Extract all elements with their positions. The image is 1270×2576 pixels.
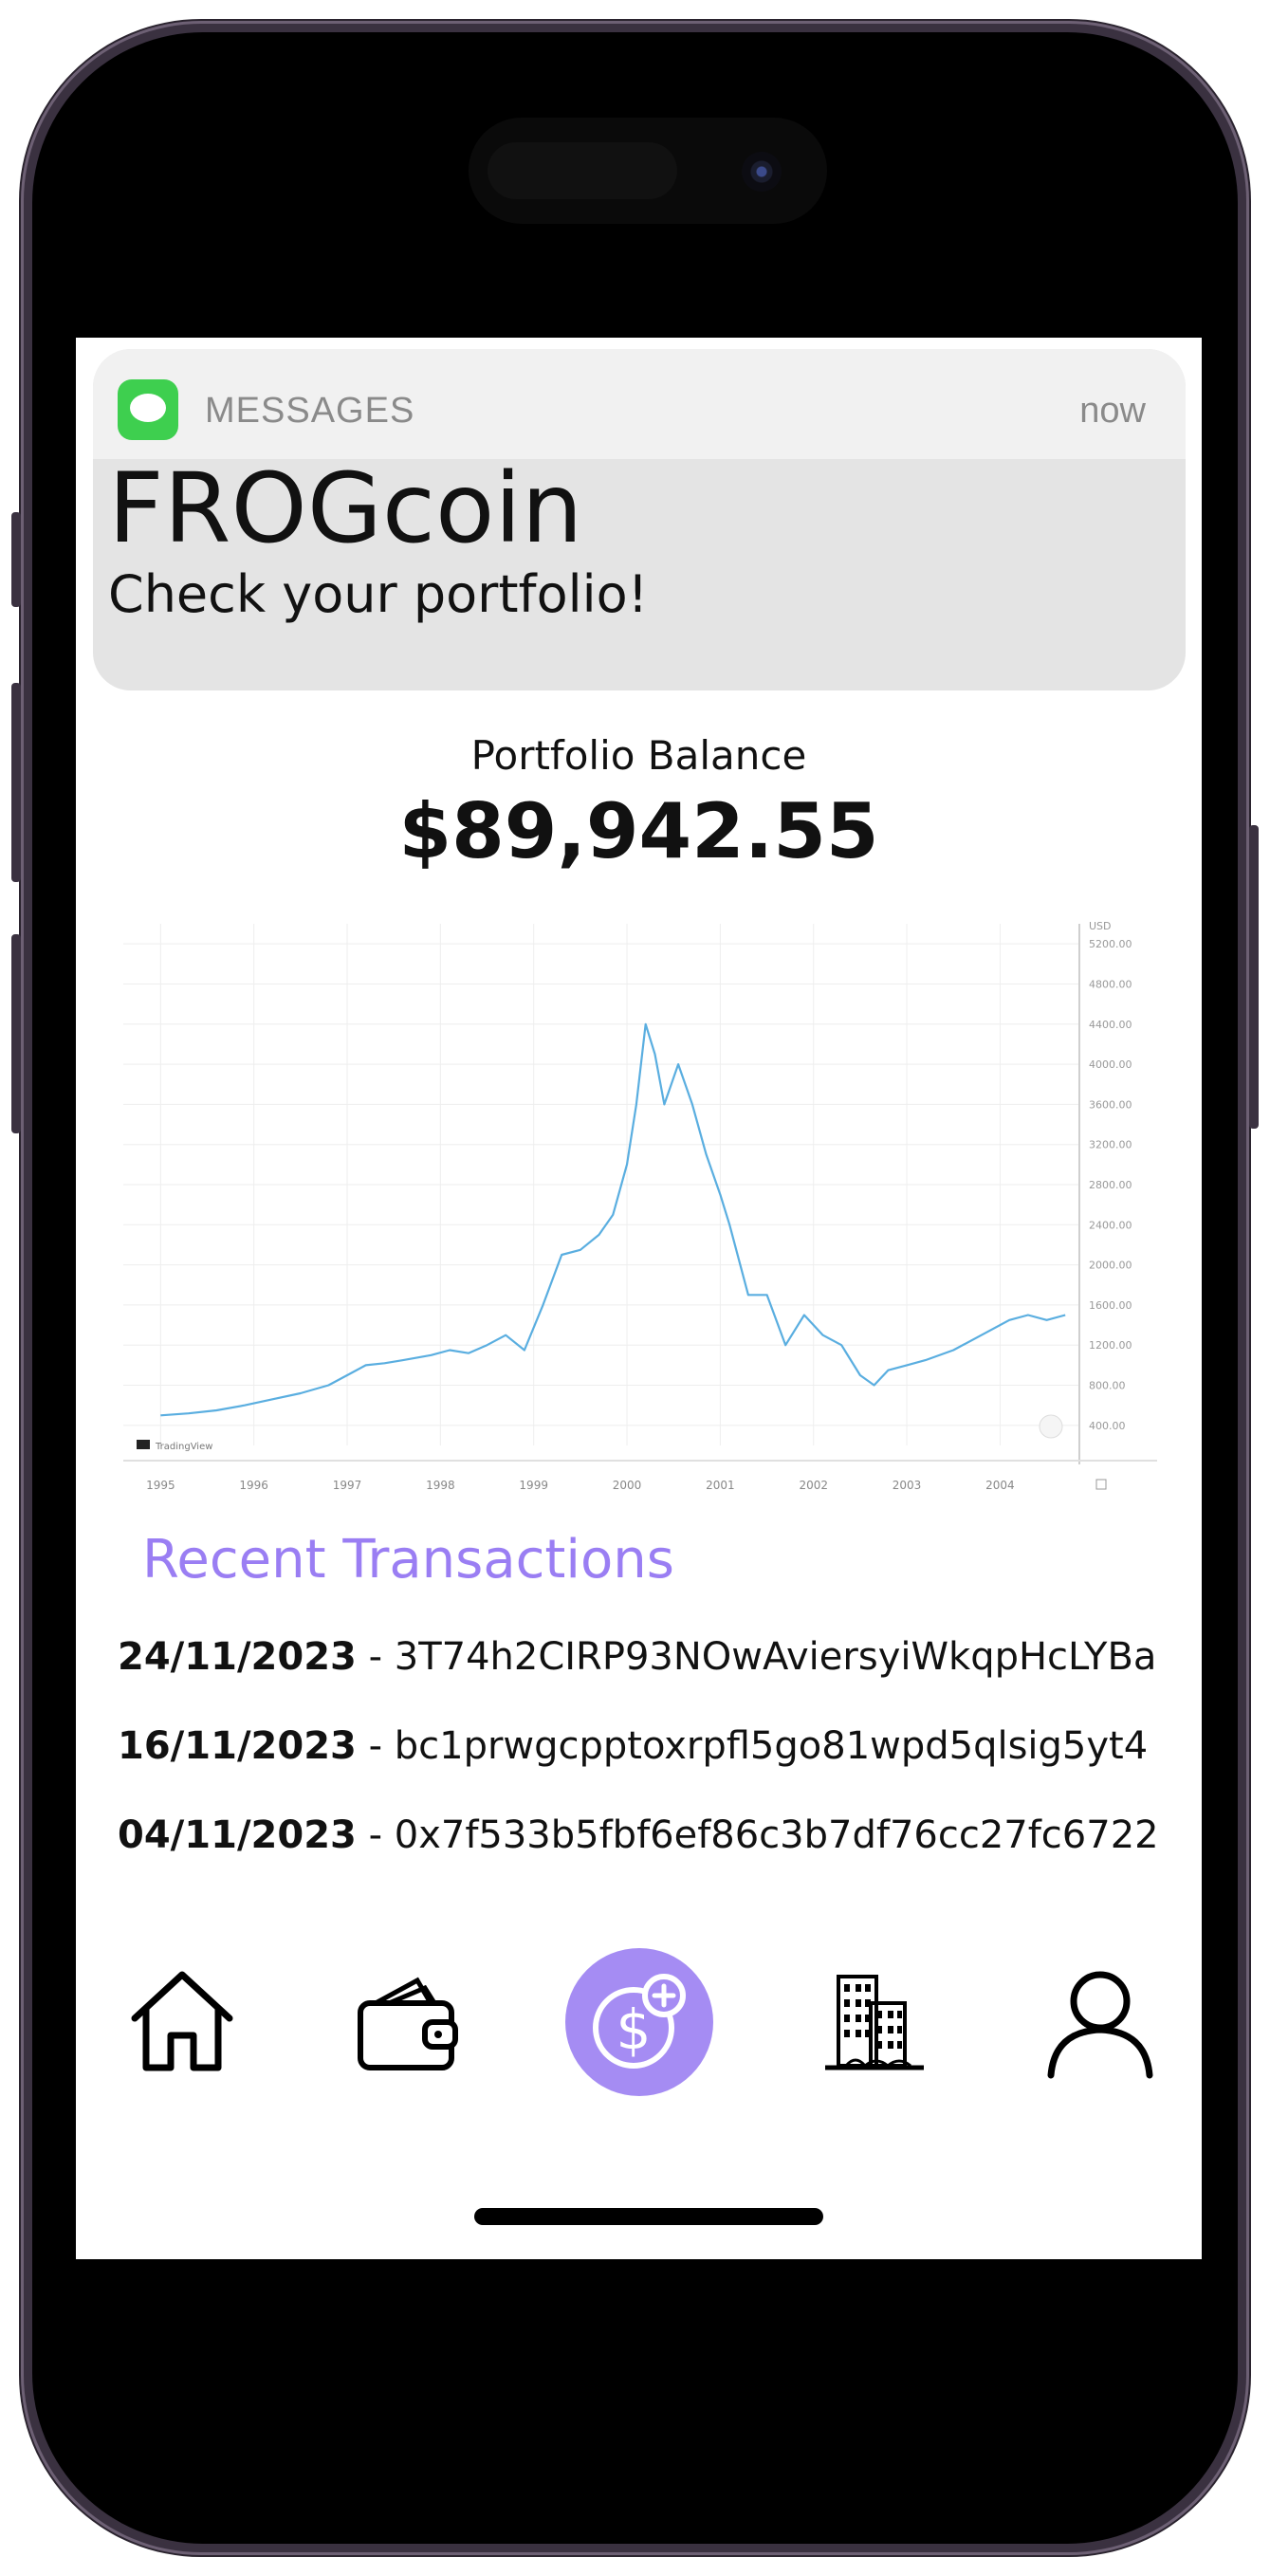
series-line bbox=[160, 1022, 1066, 1417]
notification-header: MESSAGES now bbox=[93, 349, 1186, 459]
portfolio-balance-value: $89,942.55 bbox=[398, 787, 879, 875]
transaction-hash: 0x7f533b5fbf6ef86c3b7df76cc27fc6722 bbox=[394, 1813, 1159, 1857]
nav-profile-button[interactable] bbox=[1043, 1965, 1157, 2079]
app-screen: MESSAGES now FROGcoin Check your portfol… bbox=[76, 338, 1202, 2259]
y-tick-label: 4000.00 bbox=[1089, 1058, 1132, 1071]
x-tick-label: 2001 bbox=[706, 1479, 735, 1492]
y-tick-label: 4400.00 bbox=[1089, 1019, 1132, 1031]
y-tick-label: 1600.00 bbox=[1089, 1299, 1132, 1312]
y-tick-label: 4800.00 bbox=[1089, 978, 1132, 990]
transaction-row[interactable]: 04/11/2023 - 0x7f533b5fbf6ef86c3b7df76cc… bbox=[118, 1813, 1159, 1857]
y-tick-label: 3200.00 bbox=[1089, 1139, 1132, 1151]
nav-buildings-button[interactable] bbox=[818, 1965, 931, 2079]
transaction-date: 04/11/2023 bbox=[118, 1813, 357, 1857]
x-tick-label: 1995 bbox=[146, 1479, 175, 1492]
x-tick-label: 1997 bbox=[333, 1479, 362, 1492]
x-tick-label: 2000 bbox=[613, 1479, 642, 1492]
dynamic-island bbox=[469, 118, 827, 224]
transaction-separator: - bbox=[356, 1813, 395, 1857]
nav-wallet-button[interactable] bbox=[351, 1965, 465, 2079]
recent-transactions-title: Recent Transactions bbox=[142, 1529, 674, 1591]
volume-down-button bbox=[11, 934, 21, 1133]
wallet-icon bbox=[358, 1977, 458, 2070]
y-tick-label: 2000.00 bbox=[1089, 1260, 1132, 1272]
notification-body: Check your portfolio! bbox=[108, 564, 649, 624]
portfolio-balance-label: Portfolio Balance bbox=[470, 732, 807, 779]
profile-icon bbox=[1047, 1971, 1153, 2079]
y-tick-label: 1200.00 bbox=[1089, 1339, 1132, 1352]
home-indicator[interactable] bbox=[474, 2208, 823, 2225]
svg-text:$: $ bbox=[617, 1997, 652, 2062]
portfolio-chart[interactable]: 400.00 800.00 1200.00 1600.00 2000.00 2400.00… bbox=[114, 914, 1157, 1502]
transaction-separator: - bbox=[356, 1635, 395, 1679]
transaction-date: 16/11/2023 bbox=[118, 1724, 357, 1768]
y-tick-label: 5200.00 bbox=[1089, 938, 1132, 950]
transaction-hash: 3T74h2CIRP93NOwAviersyiWkqpHcLYBa bbox=[394, 1635, 1157, 1679]
home-icon bbox=[131, 1971, 233, 2071]
buildings-icon bbox=[825, 1975, 924, 2070]
notification-time: now bbox=[1079, 391, 1146, 431]
action-button bbox=[11, 512, 21, 607]
notification-title: FROGcoin bbox=[108, 452, 583, 565]
chart-fullscreen-icon bbox=[1095, 1479, 1107, 1490]
nav-add-money-button[interactable]: $ bbox=[565, 1948, 713, 2096]
x-tick-label: 2004 bbox=[985, 1479, 1015, 1492]
chart-settings-icon bbox=[1039, 1414, 1063, 1439]
island-sensor bbox=[488, 142, 677, 199]
y-tick-label: 800.00 bbox=[1089, 1380, 1126, 1392]
nav-home-button[interactable] bbox=[125, 1965, 239, 2079]
y-tick-label: 2800.00 bbox=[1089, 1179, 1132, 1191]
notification-app-name: MESSAGES bbox=[205, 391, 415, 431]
x-tick-label: 2003 bbox=[893, 1479, 922, 1492]
y-tick-label: 3600.00 bbox=[1089, 1098, 1132, 1111]
transaction-separator: - bbox=[356, 1724, 395, 1768]
add-money-icon: $ bbox=[593, 1974, 686, 2069]
tradingview-watermark: TradingView bbox=[155, 1442, 212, 1452]
tradingview-logo-icon bbox=[137, 1440, 150, 1449]
transaction-row[interactable]: 16/11/2023 - bc1prwgcpptoxrpfl5go81wpd5q… bbox=[118, 1724, 1148, 1768]
y-tick-label: 400.00 bbox=[1089, 1420, 1126, 1432]
y-tick-label: 2400.00 bbox=[1089, 1219, 1132, 1231]
x-tick-label: 1999 bbox=[519, 1479, 548, 1492]
transaction-date: 24/11/2023 bbox=[118, 1635, 357, 1679]
transaction-row[interactable]: 24/11/2023 - 3T74h2CIRP93NOwAviersyiWkqp… bbox=[118, 1635, 1156, 1679]
camera-icon bbox=[742, 152, 782, 192]
x-tick-label: 1996 bbox=[239, 1479, 268, 1492]
currency-label: USD bbox=[1089, 920, 1112, 932]
notification-banner[interactable]: MESSAGES now FROGcoin Check your portfol… bbox=[93, 349, 1186, 690]
volume-up-button bbox=[11, 683, 21, 882]
x-tick-label: 1998 bbox=[426, 1479, 455, 1492]
x-tick-label: 2002 bbox=[799, 1479, 828, 1492]
messages-app-icon bbox=[118, 379, 178, 440]
transaction-hash: bc1prwgcpptoxrpfl5go81wpd5qlsig5yt4 bbox=[394, 1724, 1149, 1768]
power-button bbox=[1249, 825, 1259, 1129]
